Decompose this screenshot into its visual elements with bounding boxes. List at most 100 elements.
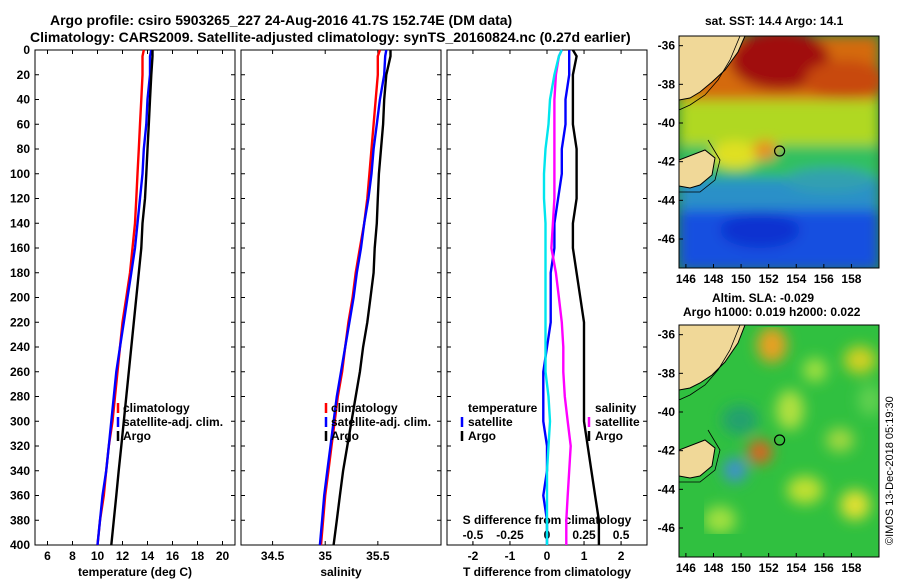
series-argo (332, 50, 392, 546)
series-satellite-adj--clim- (96, 49, 153, 546)
legend-left-title: temperature (468, 401, 538, 415)
legend-label: climatology (123, 401, 190, 415)
difference-panel-xlabel: T difference from climatology (463, 565, 631, 579)
s-tick-label: 0.25 (572, 528, 596, 542)
sla-map-title: Altim. SLA: -0.029 (712, 291, 814, 305)
map-y-tick-label: -38 (658, 366, 676, 380)
sla-map-axes: 146 148 150 152 154 156 158 -36 -38 -40 -42 -44 -46 (658, 328, 862, 575)
map-x-tick-label: 150 (731, 561, 751, 575)
series-argo (110, 50, 154, 546)
sla-map-subtitle: Argo h1000: 0.019 h2000: 0.022 (683, 305, 861, 319)
sst-map: sat. SST: 14.4 Argo: 14.1 (678, 14, 880, 269)
depth-tick-label: 240 (10, 340, 30, 354)
x-tick-label: 35.5 (366, 549, 390, 563)
s-tick-label: -0.5 (463, 528, 484, 542)
temperature-panel-xlabel: temperature (deg C) (78, 565, 192, 579)
map-x-tick-label: 152 (759, 272, 779, 286)
depth-tick-label: 380 (10, 513, 30, 527)
x-tick-label: 34.5 (261, 549, 285, 563)
temperature-panel-frame (34, 49, 236, 546)
x-tick-label: 14 (141, 549, 155, 563)
depth-tick-label: 260 (10, 365, 30, 379)
x-tick-label: -2 (468, 549, 479, 563)
salinity-panel: 34.5 35 35.5 salinity climatologysatellite-a… (240, 49, 442, 579)
depth-tick-label: 280 (10, 390, 30, 404)
legend-right-label: Argo (595, 429, 623, 443)
map-x-tick-label: 152 (759, 561, 779, 575)
sla-map: Altim. SLA: -0.029 Argo h1000: 0.019 h20… (678, 291, 880, 558)
depth-tick-label: 80 (17, 142, 31, 156)
map-x-tick-label: 156 (814, 272, 834, 286)
legend-label: satellite-adj. clim. (123, 415, 223, 429)
sst-map-axes: 146 148 150 152 154 156 158 -36 -38 -40 -42 -44 -46 (658, 39, 862, 286)
map-x-tick-label: 150 (731, 272, 751, 286)
map-x-tick-label: 146 (676, 272, 696, 286)
map-x-tick-label: 156 (814, 561, 834, 575)
sst-map-title: sat. SST: 14.4 Argo: 14.1 (705, 14, 844, 28)
x-tick-label: 18 (191, 549, 205, 563)
chart-layers: 0204060801001201401601802002202402602803… (10, 39, 862, 579)
depth-tick-label: 360 (10, 489, 30, 503)
x-tick-label: 16 (166, 549, 180, 563)
x-tick-label: 2 (618, 549, 625, 563)
depth-tick-label: 100 (10, 167, 30, 181)
legend-label: Argo (331, 429, 359, 443)
series-salinity-satellite (550, 49, 572, 545)
map-y-tick-label: -46 (658, 521, 676, 535)
s-tick-label: -0.25 (496, 528, 524, 542)
map-x-tick-label: 148 (703, 272, 723, 286)
x-tick-label: -1 (505, 549, 516, 563)
depth-tick-label: 60 (17, 117, 31, 131)
map-y-tick-label: -42 (658, 155, 676, 169)
map-x-tick-label: 148 (703, 561, 723, 575)
temperature-panel: 0 20 40 60 80 100 120 140 160 180 200 220 240 260 280 3… (10, 43, 236, 579)
legend-left-label: Argo (468, 429, 496, 443)
depth-tick-label: 320 (10, 439, 30, 453)
map-x-tick-label: 158 (841, 272, 861, 286)
sst-argo-marker (773, 145, 786, 157)
map-y-tick-label: -42 (658, 444, 676, 458)
depth-tick-label: 180 (10, 266, 30, 280)
sla-argo-marker (773, 434, 786, 446)
x-tick-label: 10 (91, 549, 105, 563)
legend-right-label: satellite (595, 415, 640, 429)
x-tick-label: 12 (116, 549, 130, 563)
series-satellite-adj--clim- (318, 49, 388, 546)
s-tick-label: 0.5 (613, 528, 630, 542)
depth-tick-label: 20 (17, 68, 31, 82)
map-y-tick-label: -40 (658, 116, 676, 130)
depth-tick-label: 0 (23, 43, 30, 57)
depth-tick-label: 200 (10, 291, 30, 305)
x-tick-label: 20 (216, 549, 230, 563)
map-y-tick-label: -36 (658, 328, 676, 342)
legend-label: Argo (123, 429, 151, 443)
x-tick-label: 6 (44, 549, 51, 563)
title-line-2: Climatology: CARS2009. Satellite-adjuste… (30, 29, 631, 45)
depth-tick-label: 340 (10, 464, 30, 478)
depth-tick-label: 400 (10, 538, 30, 552)
map-y-tick-label: -38 (658, 77, 676, 91)
map-y-tick-label: -44 (658, 193, 676, 207)
legend-left-label: satellite (468, 415, 513, 429)
legend-label: climatology (331, 401, 398, 415)
map-y-tick-label: -36 (658, 39, 676, 53)
x-tick-label: 0 (544, 549, 551, 563)
salinity-panel-frame (240, 49, 442, 546)
x-tick-label: 8 (69, 549, 76, 563)
map-y-tick-label: -44 (658, 482, 676, 496)
depth-tick-label: 160 (10, 241, 30, 255)
map-y-tick-label: -46 (658, 232, 676, 246)
map-x-tick-label: 146 (676, 561, 696, 575)
map-x-tick-label: 154 (786, 561, 806, 575)
legend-label: satellite-adj. clim. (331, 415, 431, 429)
imos-watermark: ©IMOS 13-Dec-2018 05:19:30 (884, 396, 896, 545)
map-x-tick-label: 158 (841, 561, 861, 575)
depth-tick-label: 40 (17, 93, 31, 107)
x-tick-label: 35 (319, 549, 333, 563)
legend-right-title: salinity (595, 401, 637, 415)
depth-tick-label: 300 (10, 414, 30, 428)
map-x-tick-label: 154 (786, 272, 806, 286)
